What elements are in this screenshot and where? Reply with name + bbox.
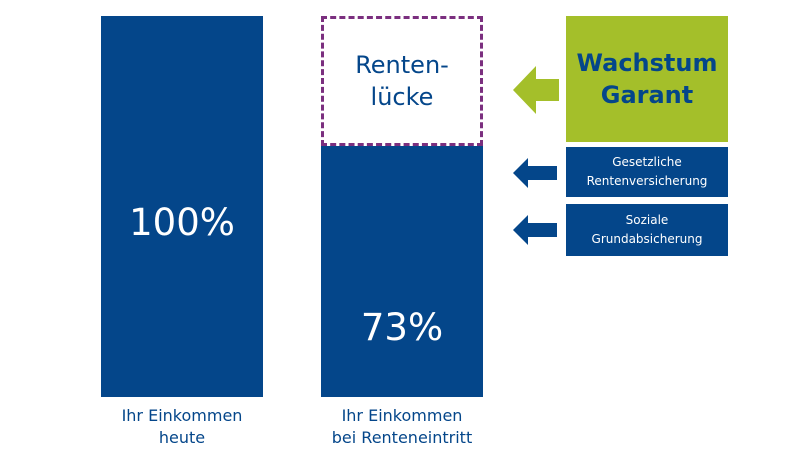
caption-income-retirement-line2: bei Renteneintritt bbox=[331, 428, 473, 447]
arrow-left-blue-icon bbox=[513, 215, 557, 245]
arrow-left-blue-icon bbox=[513, 158, 557, 188]
statutory-pension-box: Gesetzliche Rentenversicherung bbox=[566, 147, 728, 197]
social-security-line1: Soziale bbox=[625, 213, 669, 227]
growth-garant-line2: Garant bbox=[600, 81, 694, 109]
statutory-pension-line1: Gesetzliche bbox=[612, 155, 682, 169]
pension-gap-box: Renten- lücke bbox=[321, 16, 483, 146]
bar-income-today: 100% bbox=[101, 16, 263, 397]
caption-income-today: Ihr Einkommen heute bbox=[92, 405, 272, 449]
pension-gap-line1: Renten- bbox=[355, 51, 449, 79]
arrow-left-green-icon bbox=[513, 66, 559, 114]
bar-income-retirement-value: 73% bbox=[360, 306, 444, 349]
bar-income-retirement: 73% bbox=[321, 146, 483, 397]
growth-garant-line1: Wachstum bbox=[576, 49, 718, 77]
social-security-line2: Grundabsicherung bbox=[591, 232, 703, 246]
statutory-pension-line2: Rentenversicherung bbox=[586, 174, 708, 188]
pension-gap-line2: lücke bbox=[370, 83, 434, 111]
growth-garant-box: Wachstum Garant bbox=[566, 16, 728, 142]
caption-income-today-line1: Ihr Einkommen bbox=[121, 406, 243, 425]
caption-income-retirement-line1: Ihr Einkommen bbox=[341, 406, 463, 425]
bar-income-today-value: 100% bbox=[129, 201, 235, 244]
social-security-box: Soziale Grundabsicherung bbox=[566, 204, 728, 256]
caption-income-today-line2: heute bbox=[158, 428, 206, 447]
caption-income-retirement: Ihr Einkommen bei Renteneintritt bbox=[307, 405, 497, 449]
